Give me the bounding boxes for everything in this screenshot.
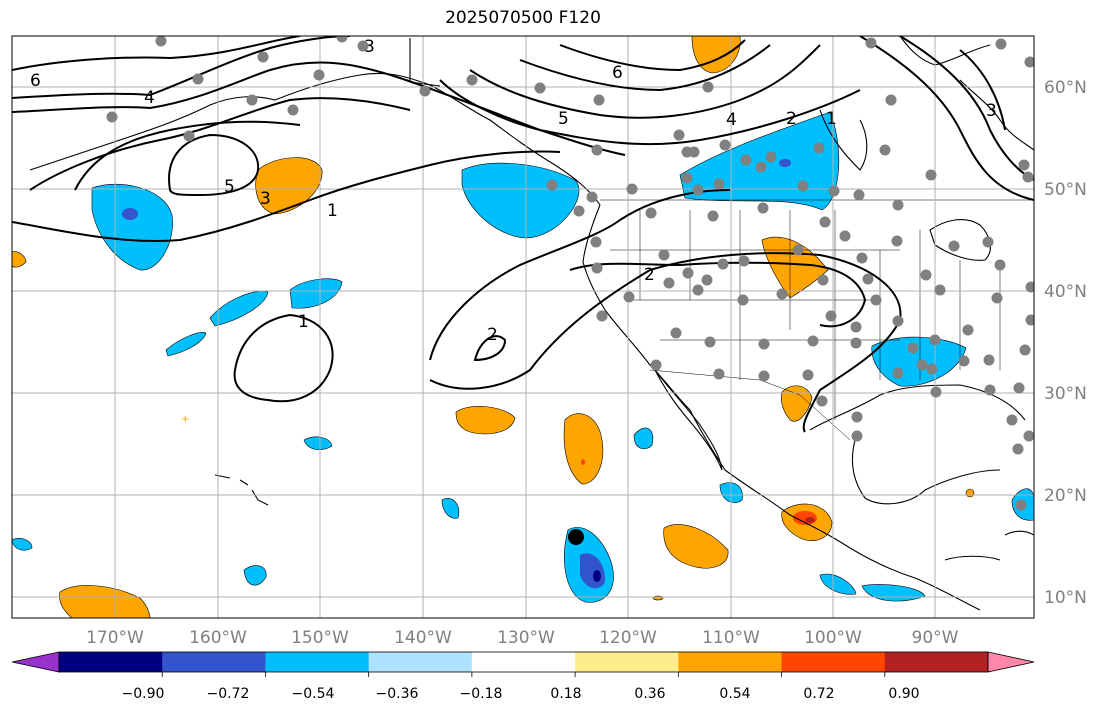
- lon-tick-label: 140°W: [394, 628, 452, 648]
- lon-tick-label: 150°W: [291, 628, 349, 648]
- lat-tick-label: 40°N: [1044, 282, 1087, 302]
- contour-label: 2: [644, 265, 655, 285]
- colorbar-segment: [884, 652, 989, 672]
- colorbar-tick-label: −0.54: [292, 686, 335, 702]
- negative-anomaly-shading: [12, 111, 1034, 603]
- colorbar-tick-label: 0.54: [719, 686, 750, 702]
- lat-tick-label: 20°N: [1044, 486, 1087, 506]
- colorbar-tick-label: 0.36: [634, 686, 665, 702]
- contour-label: 6: [612, 63, 623, 83]
- lat-tick-label: 50°N: [1044, 180, 1087, 200]
- lon-tick-label: 100°W: [804, 628, 862, 648]
- state-borders: [600, 199, 1034, 441]
- contour-label: 1: [298, 312, 309, 332]
- colorbar-segment: [678, 652, 783, 672]
- lon-tick-label: 110°W: [702, 628, 760, 648]
- map-frame: [11, 35, 1035, 619]
- contour-label: 2: [786, 109, 797, 129]
- contour-label: 1: [327, 201, 338, 221]
- colorbar-tick-label: 0.90: [888, 686, 919, 702]
- colorbar-tick-label: 0.72: [803, 686, 834, 702]
- colorbar-segment: [781, 652, 886, 672]
- coastlines: [29, 36, 1034, 611]
- contour-label: 3: [364, 37, 375, 57]
- contour-label: 5: [558, 109, 569, 129]
- lon-tick-label: 130°W: [497, 628, 555, 648]
- contour-label: 4: [726, 110, 737, 130]
- station-markers: [106, 36, 1034, 511]
- contour-label: 4: [144, 88, 155, 108]
- height-contours: [12, 36, 1034, 433]
- colorbar-tick-label: 0.18: [550, 686, 581, 702]
- map-title: 2025070500 F120: [445, 8, 601, 28]
- colorbar-extend-high: [987, 651, 1035, 673]
- colorbar-segment: [59, 652, 163, 672]
- contour-label: 6: [30, 71, 41, 91]
- colorbar-tick-label: −0.36: [376, 686, 419, 702]
- colorbar-extend-low: [11, 651, 60, 673]
- contour-label: 2: [487, 325, 498, 345]
- colorbar-tick-label: −0.72: [207, 686, 250, 702]
- contour-label: 5: [224, 177, 235, 197]
- contour-label: 3: [260, 189, 271, 209]
- colorbar: −0.90 −0.72 −0.54 −0.36 −0.18 0.18 0.36 …: [11, 651, 1035, 702]
- lat-tick-label: 10°N: [1044, 588, 1087, 608]
- colorbar-segment: [162, 652, 266, 672]
- colorbar-segment: [471, 652, 576, 672]
- contour-label: 3: [986, 101, 997, 121]
- colorbar-frame: [58, 651, 989, 673]
- map-area: 6 4 3 5 3 1 1 2 2 6 5 4 2 1 3: [12, 36, 1034, 618]
- colorbar-segment: [575, 652, 679, 672]
- small-plus-marker: +: [181, 414, 189, 425]
- colorbar-segment: [265, 652, 370, 672]
- colorbar-tick-labels: −0.90 −0.72 −0.54 −0.36 −0.18 0.18 0.36 …: [122, 686, 920, 702]
- lon-tick-label: 160°W: [189, 628, 247, 648]
- colorbar-segments: [11, 651, 1035, 677]
- colorbar-segment: [368, 652, 473, 672]
- lat-tick-label: 30°N: [1044, 384, 1087, 404]
- lon-tick-label: 90°W: [912, 628, 959, 648]
- lon-tick-label: 120°W: [599, 628, 657, 648]
- latitude-labels: 60°N 50°N 40°N 30°N 20°N 10°N: [1044, 78, 1087, 608]
- lat-tick-label: 60°N: [1044, 78, 1087, 98]
- extreme-negative-shading: [593, 570, 601, 582]
- lon-tick-label: 170°W: [86, 628, 144, 648]
- contour-labels: 6 4 3 5 3 1 1 2 2 6 5 4 2 1 3: [30, 37, 997, 345]
- longitude-labels: 170°W 160°W 150°W 140°W 130°W 120°W 110°…: [86, 628, 959, 648]
- colorbar-tick-label: −0.18: [460, 686, 503, 702]
- contour-label: 1: [826, 109, 837, 129]
- colorbar-tick-label: −0.90: [122, 686, 165, 702]
- storm-center-marker: [568, 529, 584, 545]
- extreme-positive-shading: [805, 517, 815, 523]
